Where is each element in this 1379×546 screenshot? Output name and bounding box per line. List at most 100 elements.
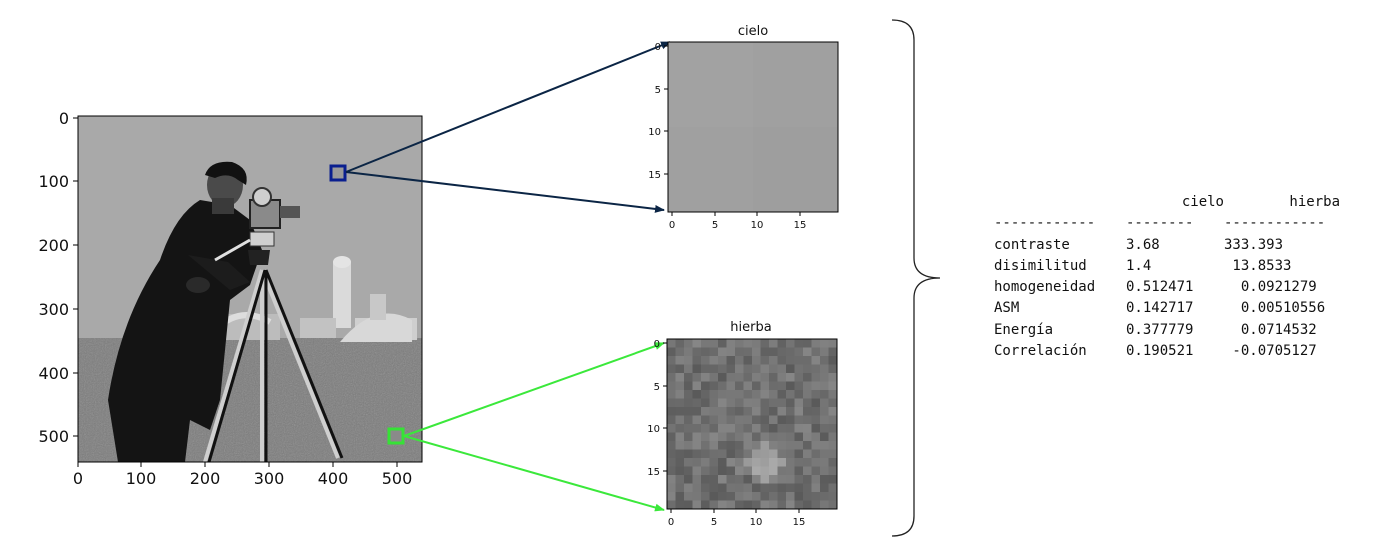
grass-pixel bbox=[726, 458, 736, 467]
grass-pixel bbox=[701, 424, 710, 433]
grass-y-tick-5: 5 bbox=[654, 382, 660, 393]
grass-pixel bbox=[692, 407, 702, 416]
grass-x-tick-0: 0 bbox=[668, 517, 674, 528]
grass-pixel bbox=[828, 475, 838, 484]
grass-pixel bbox=[667, 458, 676, 467]
grass-pixel bbox=[803, 347, 812, 357]
grass-pixel bbox=[794, 407, 804, 416]
row-cielo-value: 0.142717 bbox=[1126, 300, 1194, 317]
grass-pixel bbox=[692, 398, 702, 408]
grass-pixel bbox=[820, 381, 829, 391]
grass-pixel bbox=[794, 483, 804, 493]
grass-pixel bbox=[667, 500, 676, 510]
grass-pixel bbox=[760, 415, 770, 425]
grass-pixel bbox=[726, 500, 736, 510]
grass-pixel bbox=[667, 390, 676, 399]
grass-pixel bbox=[760, 381, 770, 391]
grass-pixel bbox=[692, 458, 702, 467]
grass-pixel bbox=[811, 449, 821, 459]
grass-pixel bbox=[803, 500, 812, 510]
grass-pixel bbox=[684, 364, 693, 374]
grass-pixel bbox=[811, 373, 821, 382]
grass-pixel bbox=[760, 356, 770, 365]
grass-pixel bbox=[811, 432, 821, 442]
grass-pixel bbox=[684, 492, 693, 501]
grass-pixel bbox=[743, 347, 753, 357]
grass-pixel bbox=[692, 500, 702, 510]
grass-pixel bbox=[752, 424, 761, 433]
grass-pixel bbox=[811, 398, 821, 408]
grass-pixel bbox=[820, 390, 829, 399]
grass-pixel bbox=[760, 432, 770, 442]
grass-pixel bbox=[777, 424, 787, 433]
grass-pixel bbox=[726, 492, 736, 501]
grass-pixel bbox=[811, 347, 821, 357]
grass-pixel bbox=[828, 424, 838, 433]
grass-pixel bbox=[718, 407, 727, 416]
grass-pixel bbox=[777, 339, 787, 348]
grass-pixel bbox=[769, 449, 778, 459]
grass-pixel bbox=[803, 466, 812, 476]
grass-pixel bbox=[777, 458, 787, 467]
grass-pixel bbox=[794, 500, 804, 510]
main-x-tick-300: 300 bbox=[254, 469, 285, 488]
grass-pixel bbox=[735, 475, 744, 484]
grass-x-tick-5: 5 bbox=[711, 517, 717, 528]
grass-pixel bbox=[726, 356, 736, 365]
grass-pixel bbox=[760, 339, 770, 348]
grass-pixel bbox=[718, 483, 727, 493]
grass-pixel bbox=[811, 407, 821, 416]
grass-pixel bbox=[692, 492, 702, 501]
main-image-axes bbox=[73, 117, 398, 467]
grass-pixel bbox=[769, 356, 778, 365]
grass-pixel bbox=[786, 398, 795, 408]
grass-y-tick-0: 0 bbox=[654, 339, 660, 350]
glcm-features-table: cielo hierba ------------ -------- -----… bbox=[994, 192, 1340, 362]
table-row: ASM 0.142717 0.00510556 bbox=[994, 298, 1340, 319]
grass-pixel bbox=[701, 339, 710, 348]
grass-pixel bbox=[811, 424, 821, 433]
row-cielo-value: 0.377779 bbox=[1126, 321, 1194, 338]
grass-pixel bbox=[718, 458, 727, 467]
grass-pixel bbox=[828, 466, 838, 476]
grass-y-tick-10: 10 bbox=[647, 424, 660, 435]
grass-pixel bbox=[726, 407, 736, 416]
grass-roi-marker bbox=[387, 427, 405, 445]
grass-pixel bbox=[684, 398, 693, 408]
main-x-tick-200: 200 bbox=[190, 469, 221, 488]
grass-pixel bbox=[786, 356, 795, 365]
grass-pixel bbox=[726, 483, 736, 493]
grass-pixel bbox=[709, 500, 719, 510]
grass-pixel bbox=[718, 347, 727, 357]
grass-pixel bbox=[701, 492, 710, 501]
grass-pixel bbox=[718, 339, 727, 348]
grass-pixel bbox=[743, 466, 753, 476]
grass-pixel bbox=[760, 449, 770, 459]
grass-pixel bbox=[820, 339, 829, 348]
movie-camera bbox=[214, 187, 300, 265]
grass-pixel bbox=[769, 441, 778, 450]
grass-pixel bbox=[777, 466, 787, 476]
grass-pixel bbox=[760, 373, 770, 382]
grass-pixel bbox=[701, 347, 710, 357]
grass-pixel bbox=[828, 415, 838, 425]
grass-pixel bbox=[726, 449, 736, 459]
grass-pixel bbox=[726, 415, 736, 425]
main-y-tick-500: 500 bbox=[38, 427, 69, 446]
grass-pixel bbox=[709, 347, 719, 357]
grass-pixel bbox=[735, 356, 744, 365]
row-cielo-value: 0.512471 bbox=[1126, 279, 1194, 296]
grass-pixel bbox=[828, 390, 838, 399]
grass-pixel bbox=[667, 407, 676, 416]
grass-pixel bbox=[820, 466, 829, 476]
main-x-tick-0: 0 bbox=[73, 469, 83, 488]
grass-pixel bbox=[820, 415, 829, 425]
grass-pixel bbox=[760, 364, 770, 374]
grass-pixel bbox=[752, 364, 761, 374]
grass-pixel bbox=[811, 500, 821, 510]
grass-pixel bbox=[667, 492, 676, 501]
grass-pixel bbox=[718, 356, 727, 365]
grass-pixel bbox=[769, 475, 778, 484]
grass-pixel bbox=[752, 373, 761, 382]
grass-pixel bbox=[794, 373, 804, 382]
